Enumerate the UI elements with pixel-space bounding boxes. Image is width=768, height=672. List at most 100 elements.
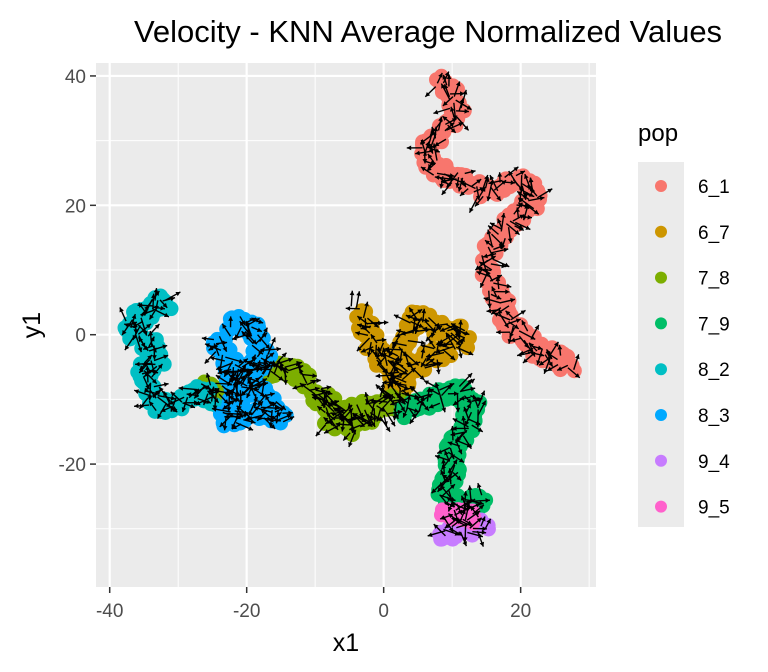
legend-key-swatch <box>655 363 667 376</box>
legend-label: 7_8 <box>698 269 730 290</box>
velocity-arrow-head <box>427 532 433 538</box>
velocity-arrow-head <box>268 422 274 428</box>
velocity-arrow-head <box>496 294 502 300</box>
velocity-arrow-head <box>312 395 317 401</box>
velocity-arrow-head <box>413 408 419 413</box>
velocity-arrow-head <box>484 177 490 183</box>
legend-item-6-7: 6_7 <box>655 223 730 244</box>
velocity-arrow-head <box>417 309 423 314</box>
velocity-arrow-head <box>238 358 244 364</box>
velocity-arrow-head <box>157 363 163 369</box>
velocity-arrow-head <box>283 366 289 371</box>
velocity-arrow-head <box>440 485 446 491</box>
velocity-arrow-head <box>257 400 263 405</box>
velocity-arrow-head <box>375 416 381 422</box>
velocity-arrow-head <box>468 350 474 356</box>
velocity-arrow-head <box>409 307 414 313</box>
velocity-arrow-head <box>395 360 400 366</box>
velocity-arrow-head <box>352 413 358 418</box>
velocity-arrow-head <box>539 196 545 201</box>
velocity-arrow-head <box>496 329 501 335</box>
chart-title: Velocity - KNN Average Normalized Values <box>134 14 722 49</box>
velocity-arrow-head <box>256 384 262 390</box>
velocity-arrow-head <box>360 324 366 330</box>
velocity-arrow-head <box>510 180 516 185</box>
velocity-arrow-head <box>163 312 169 318</box>
velocity-arrow-head <box>486 518 491 524</box>
velocity-arrow-head <box>463 125 469 131</box>
velocity-arrow-head <box>460 91 465 97</box>
velocity-arrow-head <box>557 366 563 371</box>
velocity-arrow-head <box>432 143 438 149</box>
velocity-arrow-head <box>205 372 211 378</box>
velocity-arrow-head <box>435 340 441 346</box>
velocity-arrow-head <box>325 419 331 425</box>
velocity-arrow-head <box>466 398 472 404</box>
legend-label: 8_3 <box>698 406 730 427</box>
legend-key-swatch <box>655 409 667 421</box>
velocity-arrow-head <box>241 331 247 337</box>
velocity-arrow-head <box>181 407 187 412</box>
velocity-arrow-head <box>437 486 443 492</box>
velocity-arrow-head <box>434 175 440 180</box>
velocity-arrow-head <box>450 106 455 112</box>
velocity-arrow-head <box>519 170 525 176</box>
velocity-arrow-head <box>347 403 353 409</box>
velocity-arrow-head <box>323 393 329 399</box>
velocity-arrow-head <box>491 286 496 292</box>
velocity-arrow-head <box>402 370 408 375</box>
y-tick-label: 20 <box>65 196 86 217</box>
velocity-arrow-head <box>475 510 481 516</box>
velocity-arrow-head <box>232 335 237 341</box>
velocity-arrow-head <box>467 373 473 379</box>
velocity-arrow-head <box>420 139 425 145</box>
velocity-arrow-head <box>524 174 529 180</box>
velocity-arrow-head <box>446 332 451 338</box>
velocity-arrow-head <box>259 347 265 353</box>
velocity-arrow-head <box>201 336 207 341</box>
series-arrows-8-2 <box>119 287 220 420</box>
velocity-arrow-head <box>420 348 426 353</box>
velocity-arrow-head <box>270 424 276 429</box>
velocity-arrow-head <box>154 324 160 329</box>
axes: -40 -20 0 20 -20 0 20 40 <box>59 67 532 622</box>
legend-key-swatch <box>655 180 667 192</box>
velocity-arrow-head <box>499 244 504 250</box>
velocity-arrow-head <box>311 394 317 399</box>
velocity-arrow-head <box>407 362 413 368</box>
velocity-arrow-head <box>396 392 402 398</box>
velocity-arrow-head <box>395 332 401 338</box>
velocity-arrow-head <box>459 98 465 104</box>
velocity-arrow-head <box>510 297 515 303</box>
velocity-arrow-head <box>442 101 448 106</box>
velocity-arrow-head <box>364 301 369 307</box>
velocity-arrow-head <box>452 459 458 465</box>
velocity-arrow-head <box>437 326 442 331</box>
velocity-arrow-head <box>222 346 227 352</box>
velocity-arrow-head <box>455 182 460 188</box>
data-point <box>344 427 360 443</box>
velocity-arrow-head <box>521 320 527 326</box>
velocity-arrow-head <box>489 175 495 181</box>
velocity-arrow-head <box>517 202 523 208</box>
velocity-arrow-head <box>458 122 464 127</box>
velocity-arrow-head <box>138 337 144 343</box>
velocity-arrow-head <box>438 116 443 122</box>
velocity-arrow-head <box>385 426 391 432</box>
velocity-arrow-head <box>461 509 466 515</box>
velocity-arrow-head <box>228 316 234 321</box>
velocity-arrow-head <box>458 458 464 463</box>
velocity-arrow-head <box>356 291 361 296</box>
velocity-arrow-head <box>312 373 317 379</box>
velocity-arrow-head <box>460 191 465 196</box>
velocity-arrow-head <box>420 340 426 345</box>
velocity-arrow-head <box>147 354 152 360</box>
velocity-arrow-head <box>269 352 275 358</box>
velocity-arrow-head <box>140 342 146 348</box>
legend-item-7-9: 7_9 <box>655 314 730 335</box>
velocity-arrow-head <box>485 240 490 245</box>
velocity-arrow-head <box>370 421 376 427</box>
velocity-arrow-head <box>476 517 482 523</box>
velocity-arrow-head <box>455 81 461 87</box>
velocity-arrow-head <box>375 384 381 390</box>
